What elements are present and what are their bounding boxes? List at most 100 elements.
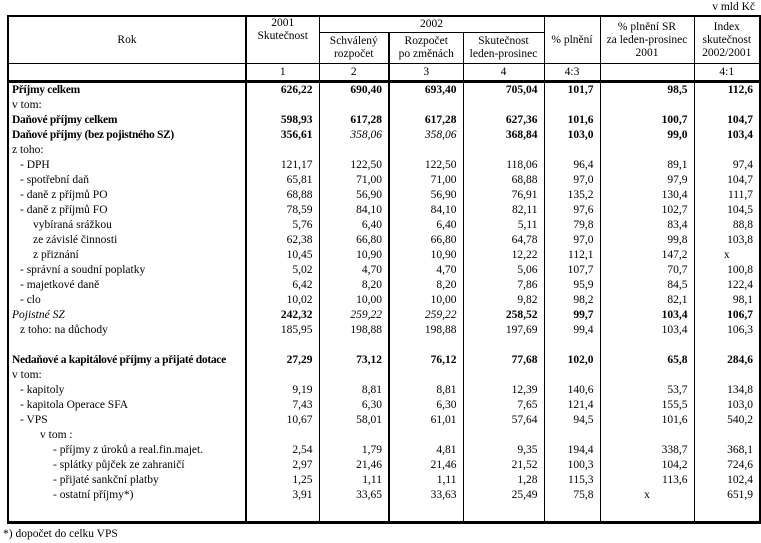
cell-value: 10,67 — [245, 413, 319, 428]
cell-value — [245, 503, 319, 523]
cell-value: 627,36 — [462, 113, 544, 128]
row-label: Pojistné SZ — [12, 309, 65, 321]
cell-value: 84,10 — [388, 203, 463, 218]
cell-value: 2,97 — [245, 458, 319, 473]
cell-value: 8,81 — [318, 383, 389, 398]
cell-value — [318, 143, 389, 158]
cell-value: 104,7 — [693, 173, 760, 188]
cell-value — [245, 143, 319, 158]
cell-value: 4,70 — [318, 263, 389, 278]
cell-value: 113,6 — [599, 473, 694, 488]
cell-value: 356,61 — [245, 128, 319, 143]
cell-value: 338,7 — [599, 443, 694, 458]
cell-value — [693, 98, 760, 113]
cell-value: 10,90 — [388, 248, 463, 263]
cell-value: 194,4 — [543, 443, 600, 458]
budget-table: Rok 2001 Skutečnost 2002 % plnění % plně… — [7, 15, 761, 524]
cell-value: 57,64 — [462, 413, 544, 428]
cell-value — [599, 368, 694, 383]
cell-value: 121,4 — [543, 398, 600, 413]
cell-value — [693, 368, 760, 383]
row-label: - VPS — [20, 414, 48, 426]
cell-value: 64,78 — [462, 233, 544, 248]
cell-value: 99,4 — [543, 323, 600, 338]
cell-value — [543, 143, 600, 158]
table-row: Daňové příjmy (bez pojistného SZ) 356,61 3… — [8, 128, 760, 143]
cell-value: 140,6 — [543, 383, 600, 398]
cell-value: 4,81 — [388, 443, 463, 458]
row-label: - clo — [20, 294, 41, 306]
cell-value: 27,29 — [245, 353, 319, 368]
cell-value: 155,5 — [599, 398, 694, 413]
cell-value — [318, 428, 389, 443]
cell-value — [693, 143, 760, 158]
header-number-blank — [8, 63, 246, 83]
cell-value: 53,7 — [599, 383, 694, 398]
cell-value: 368,1 — [693, 443, 760, 458]
cell-value: 112,1 — [543, 248, 600, 263]
cell-value — [599, 428, 694, 443]
cell-value: 100,7 — [599, 113, 694, 128]
header-skutecnost-leden-prosinec: Skutečnost leden-prosinec — [462, 32, 544, 64]
cell-value: 617,28 — [388, 113, 463, 128]
cell-value — [318, 338, 389, 353]
table-row: v tom : — [8, 428, 760, 443]
cell-value: 99,8 — [599, 233, 694, 248]
row-label: z toho: na důchody — [20, 324, 108, 336]
table-row: v tom: — [8, 368, 760, 383]
table-row: v tom: — [8, 98, 760, 113]
cell-value — [599, 98, 694, 113]
table-row — [8, 503, 760, 523]
cell-value: 76,12 — [388, 353, 463, 368]
cell-value: 96,4 — [543, 158, 600, 173]
row-label: z toho: — [12, 144, 44, 156]
cell-value: 185,95 — [245, 323, 319, 338]
cell-value: 130,4 — [599, 188, 694, 203]
cell-value: 68,88 — [462, 173, 544, 188]
row-label: - přijaté sankční platby — [53, 474, 159, 486]
table-row: - daně z příjmů PO 68,88 56,90 56,90 76,91 13… — [8, 188, 760, 203]
cell-value: 71,00 — [388, 173, 463, 188]
row-label: - majetkové daně — [20, 279, 100, 291]
header-index: Index skutečnost 2002/2001 — [693, 16, 760, 64]
cell-value — [462, 503, 544, 523]
cell-value — [543, 428, 600, 443]
cell-value: 115,3 — [543, 473, 600, 488]
cell-value: 84,10 — [318, 203, 389, 218]
cell-value: x — [599, 488, 694, 503]
cell-value: 97,4 — [693, 158, 760, 173]
cell-value — [318, 503, 389, 523]
cell-value: 95,9 — [543, 278, 600, 293]
table-header: Rok 2001 Skutečnost 2002 % plnění % plně… — [8, 16, 760, 83]
cell-value: 56,90 — [388, 188, 463, 203]
header-number-1: 1 — [245, 63, 319, 83]
header-2002-group: 2002 — [318, 16, 544, 33]
cell-value — [388, 368, 463, 383]
cell-value: 103,4 — [599, 323, 694, 338]
row-label: - daně z příjmů FO — [20, 204, 108, 216]
table-row: - VPS 10,67 58,01 61,01 57,64 94,5 101,6 540,2 — [8, 413, 760, 428]
cell-value — [388, 503, 463, 523]
cell-value: 78,59 — [245, 203, 319, 218]
cell-value: 88,8 — [693, 218, 760, 233]
table-row: - clo 10,02 10,00 10,00 9,82 98,2 82,1 98,1 — [8, 293, 760, 308]
table-row: - ostatní příjmy*) 3,91 33,65 33,63 25,49 75,… — [8, 488, 760, 503]
row-label: - kapitola Operace SFA — [20, 399, 129, 411]
cell-value: 540,2 — [693, 413, 760, 428]
cell-value: 134,8 — [693, 383, 760, 398]
cell-value: 259,22 — [318, 308, 389, 323]
cell-value — [543, 503, 600, 523]
row-label: z přiznání — [33, 249, 79, 261]
cell-value — [388, 143, 463, 158]
table-row — [8, 338, 760, 353]
cell-value: 705,04 — [462, 81, 544, 98]
cell-value: 122,4 — [693, 278, 760, 293]
header-rok: Rok — [117, 33, 137, 46]
cell-value — [599, 338, 694, 353]
cell-value — [693, 428, 760, 443]
cell-value: 10,00 — [388, 293, 463, 308]
cell-value: 66,80 — [388, 233, 463, 248]
cell-value: 97,6 — [543, 203, 600, 218]
cell-value — [462, 428, 544, 443]
